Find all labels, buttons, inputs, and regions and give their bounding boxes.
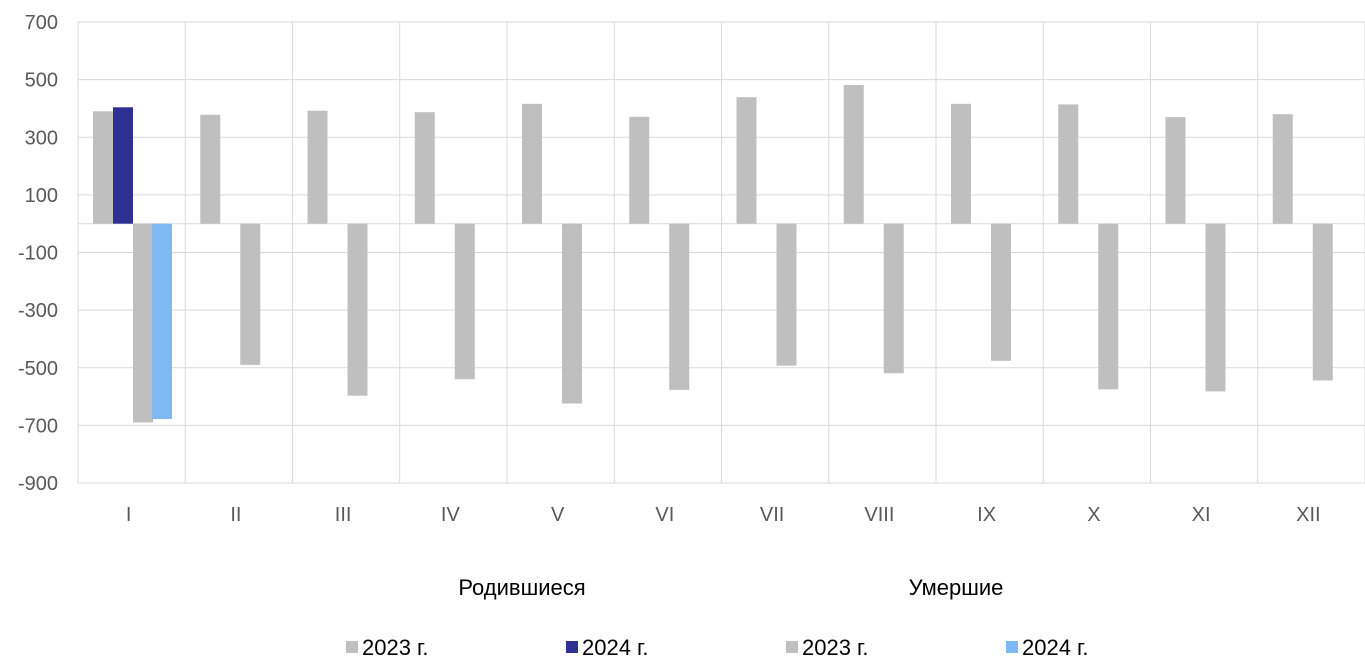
x-tick-label: VI	[655, 504, 674, 526]
bar-deaths-2	[669, 223, 690, 390]
x-tick-label: XII	[1296, 504, 1320, 526]
y-tick-label: -500	[18, 358, 58, 380]
x-tick-label: X	[1087, 504, 1100, 526]
y-tick-label: 300	[25, 127, 58, 149]
y-tick-label: 100	[25, 185, 58, 207]
y-tick-label: -900	[18, 473, 58, 495]
bar-deaths-2	[991, 223, 1011, 361]
legend-swatch	[346, 641, 358, 653]
x-tick-label: V	[551, 504, 565, 526]
bars	[93, 85, 1333, 423]
bar-deaths-2	[883, 223, 904, 374]
bar-births-0	[1058, 104, 1079, 224]
y-tick-label: -700	[18, 415, 58, 437]
x-tick-label: XI	[1192, 504, 1211, 526]
bar-deaths-2	[1205, 223, 1226, 392]
bar-births-0	[200, 114, 221, 224]
bar-births-0	[307, 110, 328, 224]
bar-births-0	[93, 111, 113, 224]
y-axis: 700 500 300 100 -100 -300 -500 -700 -900	[18, 12, 58, 495]
bar-births-0	[522, 103, 542, 224]
x-tick-label: IV	[441, 504, 461, 526]
x-tick-label: VIII	[864, 504, 894, 526]
legend-label: 2023 г.	[802, 635, 869, 659]
bar-deaths-2	[133, 223, 153, 423]
bar-deaths-2	[562, 223, 582, 404]
bar-deaths-3	[152, 223, 172, 420]
x-tick-label: II	[230, 504, 241, 526]
bar-deaths-2	[776, 223, 797, 366]
legend-swatch	[1006, 641, 1018, 653]
legend-label: 2023 г.	[362, 635, 429, 659]
legend-label: 2024 г.	[582, 635, 649, 659]
x-axis: I II III IV V VI VII VIII IX X XI XII	[126, 504, 1321, 526]
y-tick-label: 700	[25, 12, 58, 34]
x-tick-label: III	[335, 504, 352, 526]
y-tick-label: -100	[18, 243, 58, 265]
group-title: Умершие	[909, 575, 1004, 600]
grid-lines	[77, 21, 1365, 484]
x-tick-label: I	[126, 504, 132, 526]
bar-births-0	[414, 112, 435, 224]
bar-births-0	[736, 97, 757, 224]
y-tick-label: 500	[25, 70, 58, 92]
bar-births-0	[629, 116, 650, 224]
legend-swatch	[566, 641, 578, 653]
bar-deaths-2	[1312, 223, 1333, 381]
x-tick-label: IX	[977, 504, 996, 526]
bar-deaths-2	[347, 223, 368, 396]
bar-births-0	[951, 103, 971, 224]
bar-births-1	[113, 107, 133, 224]
legend: 2023 г. 2024 г. 2023 г. 2024 г.	[346, 635, 1089, 659]
x-tick-label: VII	[760, 504, 784, 526]
group-title: Родившиеся	[458, 575, 585, 600]
bar-deaths-2	[240, 223, 261, 365]
bar-deaths-2	[454, 223, 475, 380]
legend-swatch	[786, 641, 798, 653]
bar-births-0	[1165, 117, 1186, 224]
bar-deaths-2	[1098, 223, 1119, 390]
legend-label: 2024 г.	[1022, 635, 1089, 659]
bar-births-0	[843, 85, 864, 224]
bar-births-0	[1272, 114, 1293, 224]
y-tick-label: -300	[18, 300, 58, 322]
group-titles: Родившиеся Умершие	[458, 575, 1003, 600]
